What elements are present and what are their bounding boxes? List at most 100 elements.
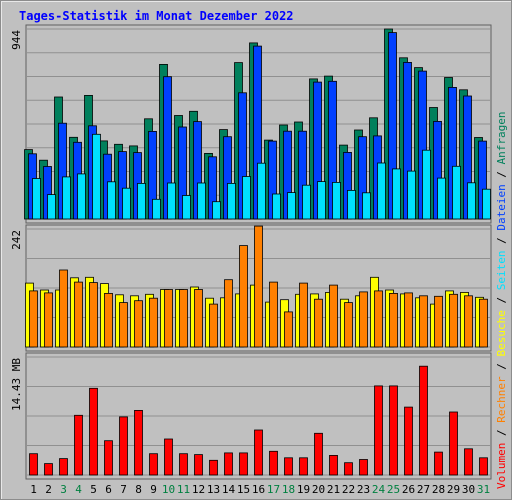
x-tick-label-day-22: 22 — [342, 483, 355, 496]
x-tick-label-day-28: 28 — [432, 483, 445, 496]
x-tick-label-day-9: 9 — [150, 483, 157, 496]
bar-seiten-day-25 — [392, 168, 401, 220]
bar-rechner-day-26 — [404, 292, 413, 348]
bar-seiten-day-20 — [317, 181, 326, 220]
bar-volumen-day-31 — [479, 457, 488, 476]
bar-volumen-day-20 — [314, 432, 323, 476]
x-tick-label-day-14: 14 — [222, 483, 236, 496]
bar-volumen-day-10 — [164, 438, 173, 476]
bar-volumen-day-12 — [194, 454, 203, 476]
bar-rechner-day-13 — [209, 303, 218, 348]
bar-volumen-day-11 — [179, 453, 188, 476]
x-tick-label-day-6: 6 — [105, 483, 112, 496]
bar-volumen-day-6 — [104, 440, 113, 476]
bar-volumen-day-22 — [344, 462, 353, 476]
x-tick-label-day-26: 26 — [402, 483, 415, 496]
bar-seiten-day-21 — [332, 181, 341, 220]
bar-rechner-day-15 — [239, 245, 248, 348]
bar-rechner-day-30 — [464, 295, 473, 348]
x-tick-label-day-27: 27 — [417, 483, 430, 496]
bar-volumen-day-13 — [209, 459, 218, 476]
bar-rechner-day-29 — [449, 293, 458, 348]
x-tick-label-day-23: 23 — [357, 483, 370, 496]
bar-rechner-day-31 — [479, 298, 488, 348]
x-tick-label-day-20: 20 — [312, 483, 325, 496]
bar-seiten-day-29 — [452, 165, 461, 220]
bar-rechner-day-12 — [194, 289, 203, 348]
bar-volumen-day-24 — [374, 385, 383, 476]
legend-separator: / — [495, 423, 508, 443]
bar-rechner-day-21 — [329, 284, 338, 348]
x-tick-label-day-4: 4 — [75, 483, 82, 496]
bar-volumen-day-17 — [269, 450, 278, 476]
bar-rechner-day-23 — [359, 291, 368, 348]
bar-seiten-day-24 — [377, 162, 386, 220]
bar-rechner-day-16 — [254, 225, 263, 348]
bar-seiten-day-12 — [197, 182, 206, 220]
legend-rechner: Rechner — [495, 376, 508, 423]
bar-seiten-day-14 — [227, 182, 236, 220]
bar-seiten-day-2 — [47, 194, 56, 220]
x-tick-label-day-12: 12 — [192, 483, 205, 496]
bar-seiten-day-30 — [467, 182, 476, 220]
bar-seiten-day-16 — [257, 162, 266, 220]
legend-separator: / — [495, 231, 508, 251]
legend-dateien: Dateien — [495, 184, 508, 230]
x-tick-label-day-25: 25 — [387, 483, 400, 496]
bar-seiten-day-5 — [92, 133, 101, 220]
bar-rechner-day-8 — [134, 300, 143, 348]
bar-rechner-day-25 — [389, 292, 398, 348]
bar-volumen-day-7 — [119, 416, 128, 476]
bar-seiten-day-15 — [242, 176, 251, 220]
bar-seiten-day-23 — [362, 192, 371, 220]
legend-separator: / — [495, 164, 508, 184]
bar-volumen-day-27 — [419, 365, 428, 476]
bar-volumen-day-28 — [434, 451, 443, 476]
x-tick-label-day-18: 18 — [282, 483, 295, 496]
legend-anfragen: Anfragen — [495, 111, 508, 164]
bar-volumen-day-15 — [239, 452, 248, 476]
legend-besuche: Besuche — [495, 310, 508, 356]
bar-rechner-day-9 — [149, 297, 158, 348]
legend-volumen: Volumen — [495, 443, 508, 489]
bar-seiten-day-6 — [107, 181, 116, 220]
bar-volumen-day-3 — [59, 458, 68, 476]
bar-rechner-day-27 — [419, 295, 428, 348]
bar-volumen-day-26 — [404, 406, 413, 476]
bar-rechner-day-20 — [314, 298, 323, 348]
x-tick-label-day-7: 7 — [120, 483, 127, 496]
bar-seiten-day-3 — [62, 176, 71, 220]
chart-title: Tages-Statistik im Monat Dezember 2022 — [19, 9, 294, 23]
x-tick-label-day-1: 1 — [30, 483, 37, 496]
bar-rechner-day-22 — [344, 302, 353, 348]
bar-volumen-day-19 — [299, 457, 308, 476]
x-tick-label-day-19: 19 — [297, 483, 310, 496]
bar-seiten-day-22 — [347, 189, 356, 220]
x-tick-label-day-2: 2 — [45, 483, 52, 496]
bar-volumen-day-8 — [134, 409, 143, 476]
bar-rechner-day-1 — [29, 290, 38, 348]
bar-seiten-day-19 — [302, 184, 311, 220]
bar-seiten-day-1 — [32, 178, 41, 220]
x-tick-label-day-16: 16 — [252, 483, 265, 496]
bar-volumen-day-4 — [74, 414, 83, 476]
x-tick-label-day-21: 21 — [327, 483, 340, 496]
bar-volumen-day-9 — [149, 453, 158, 476]
bar-rechner-day-11 — [179, 289, 188, 348]
bar-volumen-day-2 — [44, 463, 53, 476]
x-tick-label-day-3: 3 — [60, 483, 67, 496]
bar-rechner-day-6 — [104, 292, 113, 348]
bar-rechner-day-28 — [434, 295, 443, 348]
x-tick-label-day-10: 10 — [162, 483, 175, 496]
bar-seiten-day-13 — [212, 201, 221, 220]
x-tick-label-day-24: 24 — [372, 483, 386, 496]
bar-rechner-day-18 — [284, 311, 293, 348]
bar-volumen-day-5 — [89, 387, 98, 476]
x-tick-label-day-29: 29 — [447, 483, 460, 496]
bar-seiten-day-17 — [272, 193, 281, 220]
legend-separator: / — [495, 290, 508, 310]
bar-rechner-day-14 — [224, 279, 233, 348]
bar-seiten-day-31 — [482, 188, 491, 220]
bar-volumen-day-16 — [254, 429, 263, 476]
bar-volumen-day-25 — [389, 385, 398, 476]
